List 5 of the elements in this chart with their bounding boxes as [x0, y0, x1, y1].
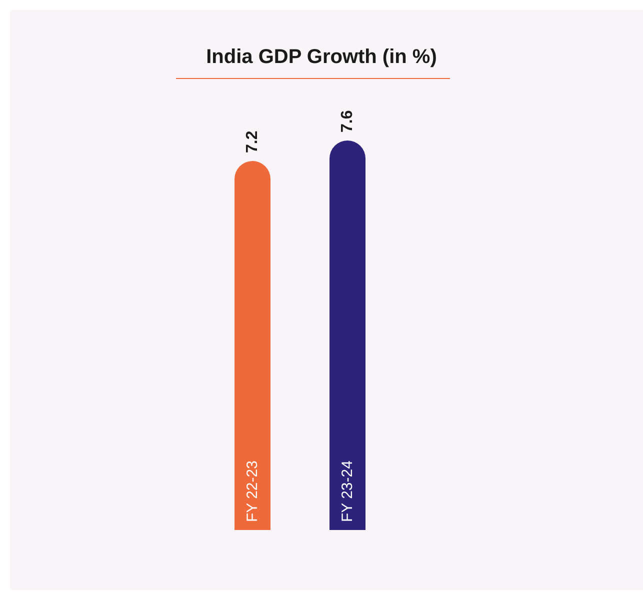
- data-label: 7.2: [244, 130, 261, 153]
- x-tick-label: FY 22-23: [244, 460, 261, 522]
- x-tick-label: FY 23-24: [339, 460, 356, 522]
- data-label: 7.6: [339, 110, 356, 132]
- chart-title: India GDP Growth (in %): [206, 46, 437, 68]
